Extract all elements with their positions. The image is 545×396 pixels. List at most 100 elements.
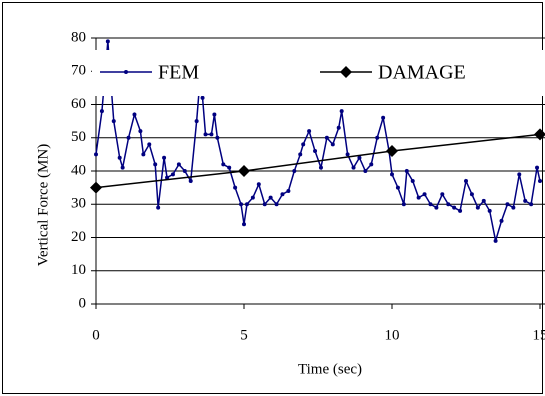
marker [534,128,545,141]
marker [117,155,122,160]
marker [517,172,522,177]
marker [395,185,400,190]
marker [153,162,158,167]
marker [505,202,510,207]
marker [416,195,421,200]
marker [499,218,504,223]
marker [401,202,406,207]
marker [250,195,255,200]
marker [244,202,249,207]
marker [233,185,238,190]
marker [481,198,486,203]
marker [280,192,285,197]
marker [239,202,244,207]
y-tick-label: 80 [71,29,86,45]
marker [428,202,433,207]
legend-label: DAMAGE [378,62,466,84]
marker [212,112,217,117]
marker [298,152,303,157]
marker [227,165,232,170]
marker [339,109,344,114]
y-tick-label: 40 [71,162,86,178]
x-tick-label: 5 [240,327,248,343]
y-tick-label: 0 [79,295,87,311]
marker [390,172,394,177]
marker [147,142,152,147]
marker [340,66,352,78]
marker [386,145,398,158]
marker [262,202,267,207]
marker [176,162,181,167]
marker [464,178,468,183]
marker [458,208,463,213]
marker [165,175,170,180]
marker [126,135,131,140]
marker [475,205,480,210]
marker [404,169,409,173]
y-tick-label: 10 [71,262,86,278]
y-tick-label: 70 [71,63,86,79]
marker [351,165,356,170]
marker [138,129,143,134]
y-tick-label: 60 [71,96,86,112]
marker [188,178,193,183]
marker [452,205,457,210]
x-tick-label: 0 [92,327,100,343]
marker [446,202,451,207]
marker [330,142,335,147]
legend-box [92,50,545,96]
marker [511,205,516,210]
marker [529,202,534,207]
marker [318,165,323,170]
marker [256,182,261,187]
x-tick-label: 15 [533,327,545,343]
marker [324,135,329,140]
x-tick-label: 10 [385,327,400,343]
marker [99,109,104,114]
marker [357,155,362,160]
marker [301,142,306,147]
marker [90,181,102,194]
marker [200,95,205,100]
marker [120,165,125,170]
marker [124,70,128,74]
x-axis-label: Time (sec) [298,361,362,377]
marker [369,162,374,167]
marker [194,119,199,124]
y-axis-label: Vertical Force (MN) [35,144,51,266]
marker [238,165,250,177]
marker [242,222,246,227]
marker [221,162,226,167]
marker [523,198,528,203]
marker [292,169,297,173]
marker [469,192,474,197]
marker [422,192,427,197]
marker [209,132,214,137]
marker [440,192,445,197]
marker [170,172,175,177]
marker [286,188,291,193]
marker [313,149,318,154]
marker [434,205,439,210]
marker [268,195,273,200]
marker [345,152,350,157]
series-line [95,41,541,242]
series-line [95,133,541,189]
marker [132,112,137,117]
marker [493,238,498,243]
marker [535,165,540,170]
marker [381,115,386,120]
y-tick-label: 50 [71,129,86,145]
marker [141,152,146,157]
y-tick-label: 30 [71,196,86,212]
marker [105,39,110,44]
marker [538,178,542,183]
marker [94,152,98,157]
marker [375,135,380,140]
marker [487,208,492,213]
marker [336,125,341,130]
marker [307,129,312,134]
marker [162,155,167,160]
